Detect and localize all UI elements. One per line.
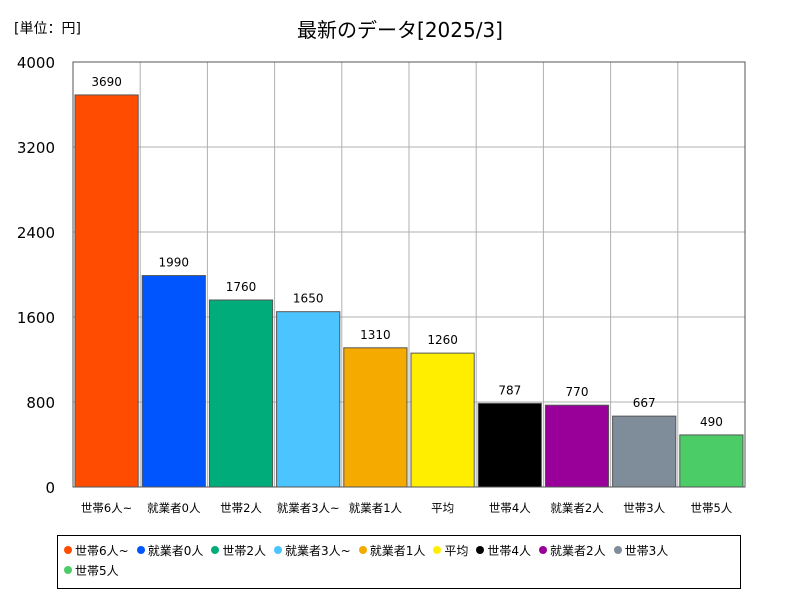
legend-label: 就業者1人 [369, 543, 426, 558]
bar [74, 94, 139, 488]
y-tick-label: 3200 [17, 139, 55, 157]
bar [276, 311, 341, 488]
x-tick-label: 平均 [431, 501, 454, 515]
legend-item: 世帯2人 [211, 540, 266, 560]
y-tick-label: 0 [45, 479, 55, 497]
x-tick-label: 就業者2人 [550, 501, 604, 515]
y-tick-label: 2400 [17, 224, 55, 242]
y-tick-label: 800 [26, 394, 55, 412]
data-label: 1650 [293, 292, 324, 306]
legend-item: 世帯5人 [64, 560, 119, 580]
data-label: 3690 [91, 75, 122, 89]
legend-label: 就業者0人 [147, 543, 204, 558]
legend-swatch [358, 546, 367, 554]
bar [477, 402, 542, 488]
legend-label: 世帯6人~ [75, 543, 129, 558]
x-tick-label: 世帯4人 [489, 501, 531, 515]
y-tick-label: 4000 [17, 54, 55, 72]
data-label: 1990 [159, 256, 190, 270]
x-tick-label: 就業者0人 [147, 501, 201, 515]
legend-label: 世帯4人 [487, 543, 531, 558]
x-tick-label: 世帯5人 [690, 501, 732, 515]
legend-swatch [136, 546, 145, 554]
x-tick-label: 世帯3人 [623, 501, 665, 515]
legend-item: 就業者0人 [136, 540, 204, 560]
legend-swatch [273, 546, 282, 554]
legend-swatch [64, 566, 72, 574]
legend-swatch [64, 546, 72, 554]
bar [612, 415, 677, 488]
legend-swatch [476, 546, 485, 554]
data-label: 770 [566, 385, 589, 399]
chart-legend: 世帯6人~ 就業者0人 世帯2人 就業者3人~ 就業者1人 平均 世帯4人 就業者2人 世帯3人… [57, 535, 741, 589]
legend-swatch [538, 546, 547, 554]
bar [544, 404, 610, 488]
bar [141, 275, 206, 488]
data-label: 1760 [226, 280, 257, 294]
legend-label: 世帯2人 [222, 543, 266, 558]
legend-item: 平均 [433, 540, 468, 560]
data-label: 1260 [427, 333, 458, 347]
data-label: 1310 [360, 328, 391, 342]
legend-label: 就業者3人~ [284, 543, 351, 558]
data-label: 787 [498, 383, 521, 397]
legend-label: 就業者2人 [549, 543, 606, 558]
legend-item: 就業者3人~ [273, 540, 351, 560]
legend-label: 平均 [444, 543, 469, 558]
legend-label: 世帯5人 [75, 563, 119, 578]
x-tick-label: 就業者3人~ [277, 501, 340, 515]
legend-swatch [433, 546, 442, 554]
legend-item: 就業者1人 [358, 540, 426, 560]
x-tick-label: 就業者1人 [349, 501, 403, 515]
legend-item: 世帯4人 [476, 540, 531, 560]
data-label: 667 [633, 396, 656, 410]
data-label: 490 [700, 415, 723, 429]
legend-swatch [613, 546, 622, 554]
legend-item: 世帯3人 [613, 540, 669, 560]
x-tick-label: 世帯6人~ [81, 501, 132, 515]
bar [679, 434, 744, 488]
legend-item: 世帯6人~ [64, 540, 129, 560]
bar-chart: 0 800 1600 2400 3200 4000 3690 世帯6人~ 1990 就業者0人 17… [17, 54, 746, 515]
plot-frame [72, 61, 746, 488]
legend-swatch [211, 546, 220, 554]
y-tick-label: 1600 [17, 309, 55, 327]
chart-title: 最新のデータ[2025/3] [297, 18, 503, 42]
bar [343, 347, 408, 488]
bar [208, 299, 274, 488]
x-tick-label: 世帯2人 [220, 501, 262, 515]
legend-label: 世帯3人 [624, 543, 669, 558]
unit-label: [単位：円] [14, 21, 81, 37]
legend-item: 就業者2人 [538, 540, 606, 560]
bar [410, 352, 475, 488]
